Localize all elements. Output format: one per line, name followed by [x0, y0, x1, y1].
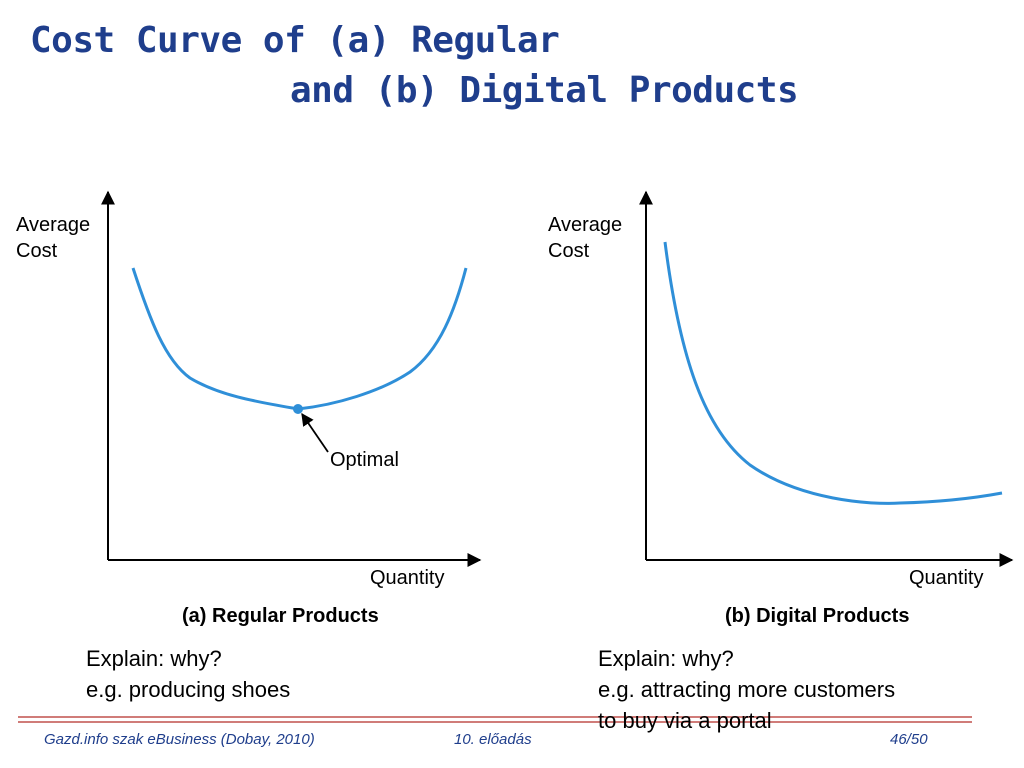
note-right: Explain: why? e.g. attracting more custo… [598, 643, 895, 736]
note-right-line-2: e.g. attracting more customers [598, 677, 896, 702]
note-left-line-1: Explain: why? [86, 646, 222, 671]
footer-source: Gazd.info szak eBusiness (Dobay, 2010) [44, 731, 315, 748]
note-left: Explain: why? e.g. producing shoes [86, 643, 290, 705]
note-left-line-2: e.g. producing shoes [86, 677, 291, 702]
x-axis-label-b: Quantity [909, 567, 984, 589]
y-axis-label-a: Average Cost [16, 212, 90, 264]
slide-title-line-1: Cost Curve of (a) Regular [30, 20, 560, 61]
declining-cost-curve [663, 241, 1003, 505]
y-axis-label-a-line-1: Average [16, 214, 91, 236]
optimal-pointer-arrow [301, 412, 329, 453]
y-axis-label-b: Average Cost [548, 212, 622, 264]
y-axis-label-b-line-1: Average [548, 214, 623, 236]
footer-lecture: 10. előadás [454, 731, 532, 748]
u-shaped-cost-curve [131, 267, 468, 411]
y-axis-label-b-line-2: Cost [548, 240, 590, 262]
caption-a: (a) Regular Products [182, 605, 379, 627]
slide-title-line-2: and (b) Digital Products [290, 70, 799, 111]
footer-page-number: 46/50 [890, 731, 928, 748]
note-right-line-3: to buy via a portal [598, 708, 772, 733]
y-axis-label-a-line-2: Cost [16, 240, 58, 262]
note-right-line-1: Explain: why? [598, 646, 734, 671]
optimal-label: Optimal [330, 449, 399, 471]
caption-b: (b) Digital Products [725, 605, 910, 627]
x-axis-label-a: Quantity [370, 567, 445, 589]
optimal-point [293, 404, 303, 414]
